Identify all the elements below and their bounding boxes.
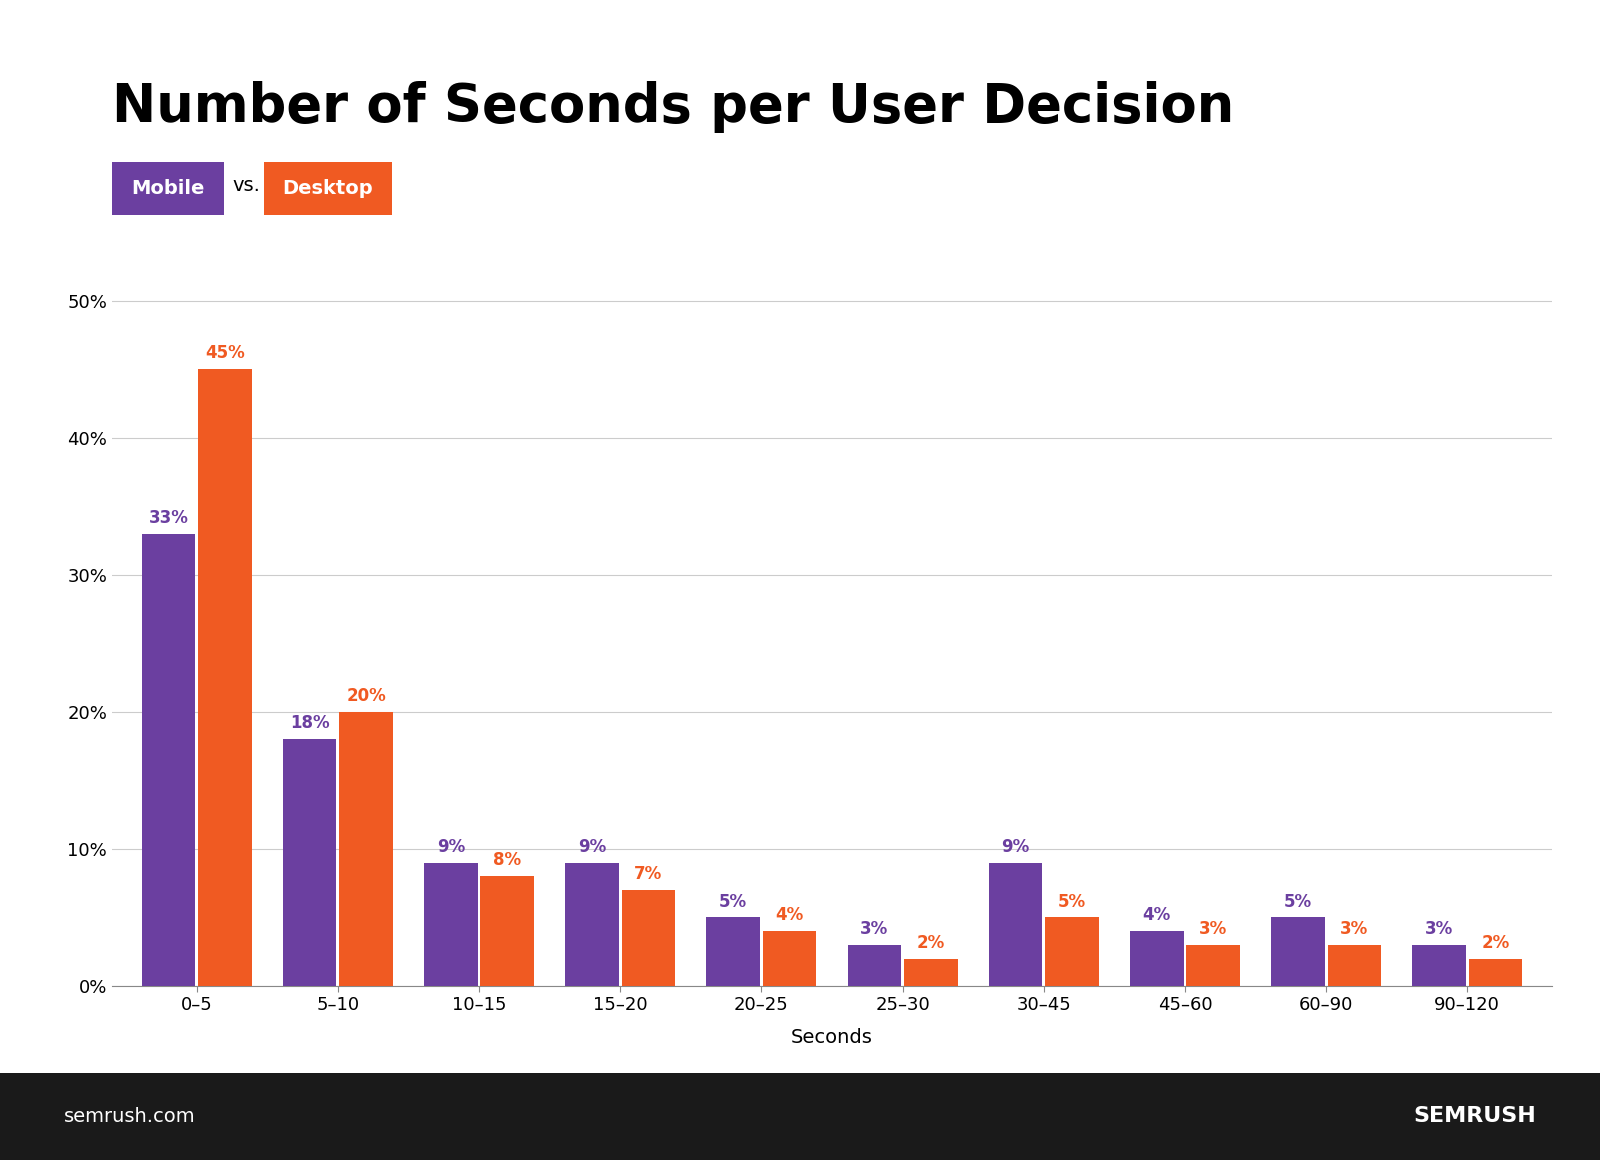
Bar [283, 739, 336, 986]
Bar [1186, 945, 1240, 986]
Text: 20%: 20% [346, 687, 386, 705]
Text: 3%: 3% [1341, 920, 1368, 938]
Text: SEMRUSH: SEMRUSH [1413, 1107, 1536, 1126]
Bar [424, 863, 478, 986]
Text: semrush.com: semrush.com [64, 1107, 195, 1126]
Text: 9%: 9% [578, 838, 606, 856]
Text: Mobile: Mobile [131, 179, 205, 198]
Bar [1130, 931, 1184, 986]
Bar [622, 890, 675, 986]
Text: 33%: 33% [149, 509, 189, 527]
Bar [848, 945, 901, 986]
Bar [198, 369, 251, 986]
Bar [339, 712, 394, 986]
Text: 9%: 9% [1002, 838, 1030, 856]
Text: Number of Seconds per User Decision: Number of Seconds per User Decision [112, 81, 1234, 133]
Text: 2%: 2% [1482, 934, 1510, 951]
Text: 4%: 4% [776, 906, 803, 925]
Text: 5%: 5% [718, 892, 747, 911]
X-axis label: Seconds: Seconds [790, 1028, 874, 1047]
Text: 9%: 9% [437, 838, 466, 856]
Bar [706, 918, 760, 986]
Text: 7%: 7% [634, 865, 662, 883]
Bar [1328, 945, 1381, 986]
Bar [1045, 918, 1099, 986]
Bar [989, 863, 1042, 986]
Text: 5%: 5% [1058, 892, 1086, 911]
Bar [904, 958, 958, 986]
Bar [1469, 958, 1522, 986]
Text: 3%: 3% [1426, 920, 1453, 938]
Text: 45%: 45% [205, 345, 245, 362]
Bar [763, 931, 816, 986]
Bar [142, 534, 195, 986]
Text: 3%: 3% [1198, 920, 1227, 938]
Text: 5%: 5% [1283, 892, 1312, 911]
Text: 8%: 8% [493, 851, 522, 870]
Text: Desktop: Desktop [283, 179, 373, 198]
Text: vs.: vs. [232, 176, 259, 195]
Text: 18%: 18% [290, 715, 330, 732]
Text: 3%: 3% [861, 920, 888, 938]
Bar [565, 863, 619, 986]
Bar [480, 876, 534, 986]
Text: 2%: 2% [917, 934, 946, 951]
Bar [1270, 918, 1325, 986]
Text: 4%: 4% [1142, 906, 1171, 925]
Bar [1413, 945, 1466, 986]
